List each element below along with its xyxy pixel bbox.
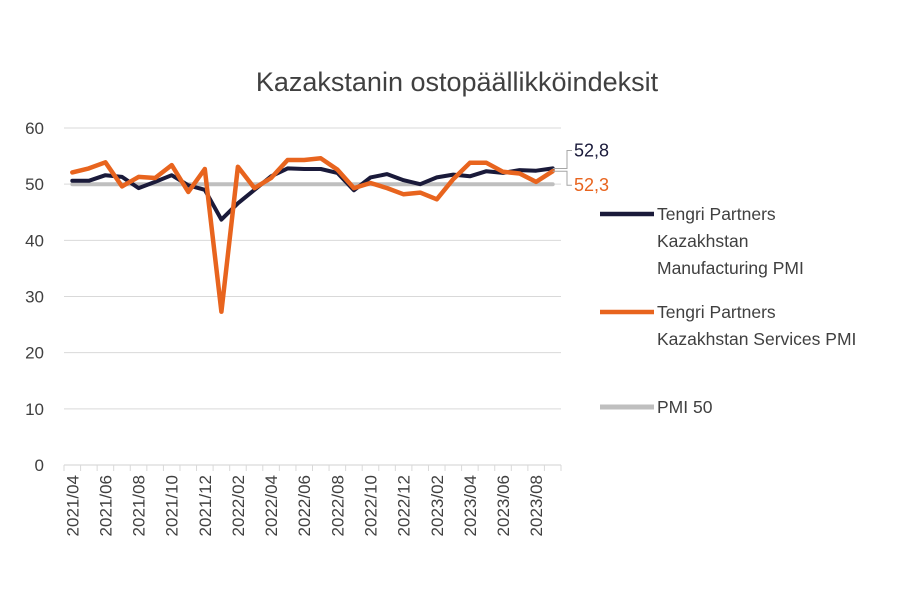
x-tick-label: 2023/08 [527, 475, 546, 536]
legend-item-0: Tengri Partners Kazakhstan Manufacturing P… [600, 204, 804, 278]
end-labels: 52,8 52,3 [552, 140, 609, 195]
legend-label: Tengri Partners [657, 302, 776, 322]
y-axis-ticks: 0 10 20 30 40 50 60 [25, 119, 44, 475]
label-leader-manufacturing [552, 149, 572, 169]
y-tick-label: 40 [25, 231, 44, 250]
x-tick-label: 2023/02 [428, 475, 447, 536]
x-tick-label: 2022/12 [395, 475, 414, 536]
legend: Tengri Partners Kazakhstan Manufacturing P… [600, 204, 856, 417]
x-tick-label: 2022/08 [328, 475, 347, 536]
y-tick-label: 0 [35, 456, 44, 475]
legend-label: Kazakhstan Services PMI [657, 329, 856, 349]
chart-title: Kazakstanin ostopäällikköindeksit [256, 67, 659, 97]
end-label-services: 52,3 [574, 175, 609, 195]
x-tick-label: 2023/06 [494, 475, 513, 536]
x-tick-label: 2021/06 [96, 475, 115, 536]
x-axis: 2021/04 2021/06 2021/08 2021/10 2021/12 2022/… [63, 464, 562, 536]
legend-label: Tengri Partners [657, 204, 776, 224]
legend-label: Kazakhstan [657, 231, 748, 251]
x-tick-label: 2021/10 [163, 475, 182, 536]
legend-label: Manufacturing PMI [657, 258, 804, 278]
y-tick-label: 20 [25, 344, 44, 363]
series-line-1 [70, 156, 555, 314]
end-label-manufacturing: 52,8 [574, 140, 609, 160]
legend-item-1: Tengri Partners Kazakhstan Services PMI [600, 302, 856, 349]
label-leader-services [552, 170, 572, 186]
y-tick-label: 60 [25, 119, 44, 138]
y-tick-label: 10 [25, 400, 44, 419]
x-tick-label: 2021/12 [196, 475, 215, 536]
series-line-0 [70, 166, 555, 222]
legend-item-2: PMI 50 [600, 397, 713, 417]
y-tick-label: 30 [25, 288, 44, 307]
x-tick-label: 2023/04 [461, 475, 480, 536]
series-lines [70, 156, 555, 314]
x-tick-label: 2022/02 [229, 475, 248, 536]
legend-label: PMI 50 [657, 397, 713, 417]
x-tick-label: 2022/10 [361, 475, 380, 536]
x-tick-label: 2022/04 [262, 475, 281, 536]
x-tick-label: 2021/04 [63, 475, 82, 536]
y-tick-label: 50 [25, 175, 44, 194]
x-tick-label: 2021/08 [130, 475, 149, 536]
x-tick-label: 2022/06 [295, 475, 314, 536]
